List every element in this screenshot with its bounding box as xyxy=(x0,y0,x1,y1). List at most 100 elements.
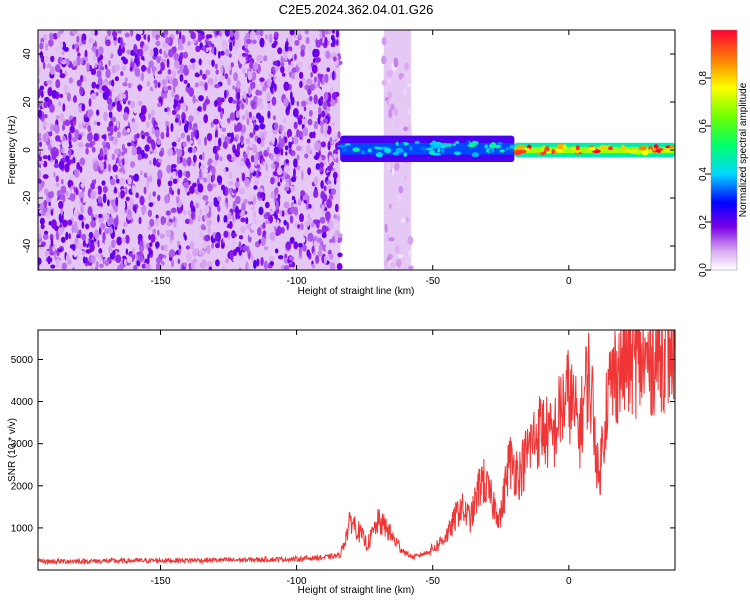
spectrogram-cell xyxy=(170,123,174,132)
spectrogram-cell xyxy=(190,259,196,270)
spectrogram-cell xyxy=(99,223,106,230)
spectrogram-cell xyxy=(228,96,234,104)
spectrogram-cell xyxy=(223,205,227,215)
spectrogram-cell xyxy=(403,126,408,132)
spectrogram-cell xyxy=(307,118,313,126)
spectrogram-cell xyxy=(99,54,104,61)
spectrogram-cell xyxy=(71,224,75,234)
spectrogram-cell xyxy=(122,128,128,136)
spectrogram-cell xyxy=(304,221,310,227)
spectrogram-cell xyxy=(50,209,54,216)
spectrogram-cell xyxy=(121,237,126,243)
spectrogram-cell xyxy=(218,137,222,147)
spectrogram-cell xyxy=(108,111,113,119)
spectrogram-cell xyxy=(108,135,112,142)
spectrogram-cell xyxy=(229,41,233,52)
spectrogram-cell xyxy=(317,88,322,94)
spectrogram-cell xyxy=(305,144,311,154)
spectrogram-cell xyxy=(326,67,331,72)
spectrogram-cell xyxy=(275,157,280,163)
spectrogram-cell xyxy=(441,147,445,154)
spectrogram-cell xyxy=(236,143,241,152)
spectrogram-cell xyxy=(294,53,297,61)
spectrogram-cell xyxy=(95,261,99,269)
spectrogram-cell xyxy=(74,168,80,178)
y-tick-label: 4000 xyxy=(11,397,34,408)
spectrogram-cell xyxy=(105,68,111,79)
spectrogram-cell xyxy=(204,98,210,105)
spectrogram-cell xyxy=(55,182,60,188)
spectrogram-cell xyxy=(337,144,347,148)
spectrogram-cell xyxy=(55,175,59,183)
spectrogram-cell xyxy=(194,31,199,41)
spectrogram-cell xyxy=(175,217,178,223)
spectrogram-cell xyxy=(219,156,223,162)
spectrogram-cell xyxy=(408,108,412,115)
spectrogram-cell xyxy=(298,30,302,35)
spectrogram-cell xyxy=(90,220,97,228)
spectrogram-cell xyxy=(298,71,304,80)
spectrogram-cell xyxy=(80,177,86,183)
spectrogram-x-axis: -150 -100 -50 0 xyxy=(150,30,572,287)
spectrogram-cell xyxy=(110,116,117,123)
spectrogram-cell xyxy=(409,146,413,151)
page-title: C2E5.2024.362.04.01.G26 xyxy=(278,2,434,17)
spectrogram-cell xyxy=(215,243,221,249)
spectrogram-cell xyxy=(87,206,93,216)
spectrogram-cell xyxy=(192,154,197,163)
spectrogram-cell xyxy=(42,233,49,240)
spectrogram-cell xyxy=(326,107,331,112)
spectrogram-cell xyxy=(121,46,125,54)
spectrogram-cell xyxy=(95,48,99,58)
spectrogram-cell xyxy=(293,111,299,117)
spectrogram-cell xyxy=(432,145,437,149)
spectrogram-cell xyxy=(289,215,294,224)
spectrogram-cell xyxy=(260,192,266,199)
spectrogram-cell xyxy=(91,81,97,89)
spectrogram-cell xyxy=(260,256,264,266)
spectrogram-cell xyxy=(267,180,272,190)
spectrogram-cell xyxy=(429,142,433,146)
spectrogram-cell xyxy=(60,112,64,123)
spectrogram-cell xyxy=(162,42,168,49)
spectrogram-cell xyxy=(142,44,149,52)
spectrogram-cell xyxy=(256,258,260,267)
spectrogram-cell xyxy=(253,185,258,190)
spectrogram-cell xyxy=(259,30,264,37)
spectrogram-cell xyxy=(169,76,173,85)
spectrogram-cell xyxy=(277,47,283,55)
spectrogram-cell xyxy=(124,186,128,195)
spectrogram-cell xyxy=(266,146,270,153)
spectrogram-cell xyxy=(283,97,289,107)
spectrogram-cell xyxy=(224,238,231,249)
spectrogram-cell xyxy=(300,44,306,52)
spectrogram-cell xyxy=(316,228,323,234)
spectrogram-cell xyxy=(258,151,263,156)
spectrogram-cell xyxy=(97,195,102,203)
spectrogram-cell xyxy=(65,231,69,241)
spectrogram-cell xyxy=(263,129,267,139)
spectrogram-cell xyxy=(198,95,204,102)
spectrogram-cell xyxy=(317,250,323,257)
spectrogram-cell xyxy=(152,157,157,166)
spectrogram-cell xyxy=(86,62,90,73)
spectrogram-cell xyxy=(270,153,274,161)
spectrogram-cell xyxy=(293,168,296,178)
spectrogram-cell xyxy=(304,84,310,91)
spectrogram-cell xyxy=(170,163,177,169)
spectrogram-cell xyxy=(203,240,207,250)
spectrogram-cell xyxy=(288,148,293,155)
spectrogram-cell xyxy=(309,131,315,139)
spectrogram-cell xyxy=(168,48,174,58)
spectrogram-cell xyxy=(61,124,66,131)
spectrogram-cell xyxy=(152,82,155,90)
spectrogram-cell xyxy=(253,62,259,71)
spectrogram-cell xyxy=(196,110,200,116)
spectrogram-cell xyxy=(199,231,204,239)
spectrogram-cell xyxy=(284,42,289,52)
spectrogram-cell xyxy=(114,76,120,82)
spectrogram-cell xyxy=(319,216,326,224)
spectrogram-cell xyxy=(309,95,313,102)
spectrogram-cell xyxy=(207,226,211,235)
spectrogram-cell xyxy=(207,34,213,39)
